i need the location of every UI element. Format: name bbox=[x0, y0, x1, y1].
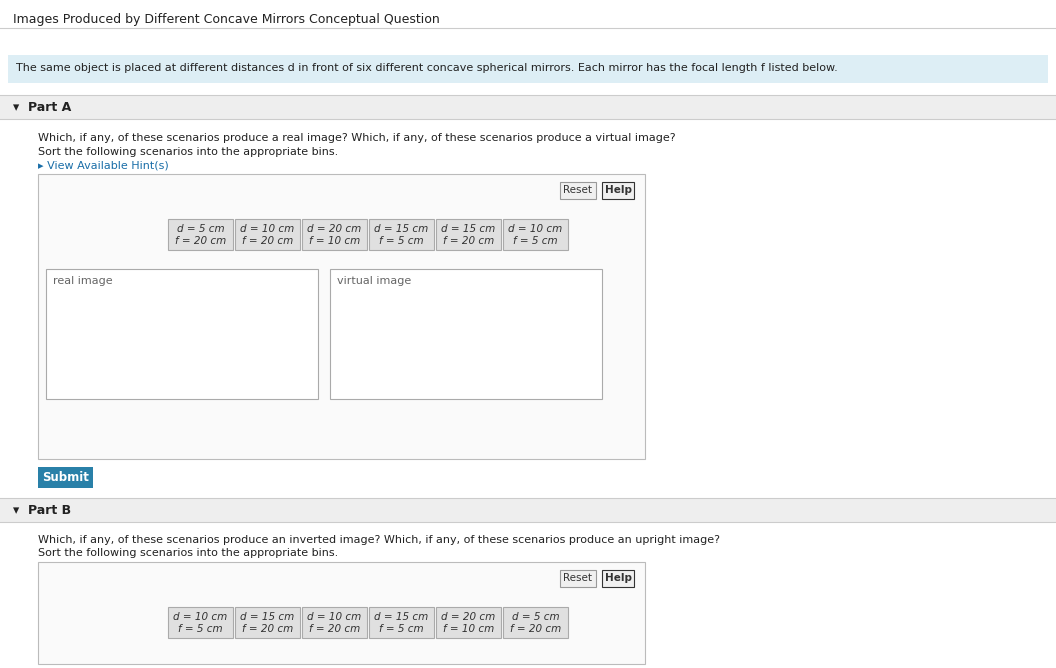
Text: f = 20 cm: f = 20 cm bbox=[442, 236, 494, 246]
Text: f = 20 cm: f = 20 cm bbox=[175, 236, 226, 246]
Text: Reset: Reset bbox=[564, 573, 592, 583]
Bar bbox=[38, 562, 645, 664]
Text: Submit: Submit bbox=[42, 471, 89, 484]
Text: Which, if any, of these scenarios produce an inverted image? Which, if any, of t: Which, if any, of these scenarios produc… bbox=[38, 535, 720, 545]
Text: d = 5 cm: d = 5 cm bbox=[512, 612, 560, 622]
Text: Which, if any, of these scenarios produce a real image? Which, if any, of these : Which, if any, of these scenarios produc… bbox=[38, 133, 676, 143]
Text: The same object is placed at different distances d in front of six different con: The same object is placed at different d… bbox=[16, 63, 837, 73]
Bar bbox=[602, 570, 634, 587]
Bar bbox=[235, 219, 300, 250]
Bar bbox=[8, 55, 1048, 83]
Bar bbox=[560, 570, 596, 587]
Text: Help: Help bbox=[604, 185, 631, 195]
Text: d = 15 cm: d = 15 cm bbox=[241, 612, 295, 622]
Bar bbox=[38, 174, 645, 459]
Bar bbox=[602, 182, 634, 199]
Bar bbox=[503, 607, 568, 638]
Bar bbox=[302, 607, 367, 638]
Text: d = 10 cm: d = 10 cm bbox=[241, 224, 295, 234]
Bar bbox=[168, 607, 233, 638]
Bar bbox=[503, 219, 568, 250]
Text: ▸ View Available Hint(s): ▸ View Available Hint(s) bbox=[38, 161, 169, 171]
Text: ▾  Part B: ▾ Part B bbox=[13, 504, 71, 517]
Bar bbox=[168, 219, 233, 250]
Text: f = 5 cm: f = 5 cm bbox=[379, 624, 423, 634]
Text: d = 15 cm: d = 15 cm bbox=[375, 612, 429, 622]
Bar bbox=[436, 219, 501, 250]
Text: f = 20 cm: f = 20 cm bbox=[510, 624, 561, 634]
Text: f = 5 cm: f = 5 cm bbox=[178, 624, 223, 634]
Text: Sort the following scenarios into the appropriate bins.: Sort the following scenarios into the ap… bbox=[38, 548, 338, 558]
Text: Images Produced by Different Concave Mirrors Conceptual Question: Images Produced by Different Concave Mir… bbox=[13, 13, 439, 26]
Text: f = 20 cm: f = 20 cm bbox=[242, 624, 294, 634]
Bar bbox=[560, 182, 596, 199]
Text: Help: Help bbox=[604, 573, 631, 583]
Bar bbox=[436, 607, 501, 638]
Text: Reset: Reset bbox=[564, 185, 592, 195]
Text: d = 15 cm: d = 15 cm bbox=[375, 224, 429, 234]
Text: d = 20 cm: d = 20 cm bbox=[307, 224, 361, 234]
Bar bbox=[369, 219, 434, 250]
Text: Sort the following scenarios into the appropriate bins.: Sort the following scenarios into the ap… bbox=[38, 147, 338, 157]
Text: d = 10 cm: d = 10 cm bbox=[508, 224, 563, 234]
Bar bbox=[302, 219, 367, 250]
Text: f = 20 cm: f = 20 cm bbox=[242, 236, 294, 246]
Bar bbox=[235, 607, 300, 638]
Text: d = 10 cm: d = 10 cm bbox=[173, 612, 228, 622]
Text: virtual image: virtual image bbox=[337, 276, 411, 286]
Bar bbox=[38, 467, 93, 488]
Text: f = 10 cm: f = 10 cm bbox=[442, 624, 494, 634]
Bar bbox=[329, 269, 602, 399]
Bar bbox=[0, 95, 1056, 119]
Text: f = 20 cm: f = 20 cm bbox=[308, 624, 360, 634]
Text: ▾  Part A: ▾ Part A bbox=[13, 101, 71, 114]
Text: f = 5 cm: f = 5 cm bbox=[379, 236, 423, 246]
Text: d = 15 cm: d = 15 cm bbox=[441, 224, 495, 234]
Text: d = 20 cm: d = 20 cm bbox=[441, 612, 495, 622]
Bar bbox=[369, 607, 434, 638]
Text: d = 5 cm: d = 5 cm bbox=[176, 224, 224, 234]
Text: f = 5 cm: f = 5 cm bbox=[513, 236, 558, 246]
Bar bbox=[46, 269, 318, 399]
Text: f = 10 cm: f = 10 cm bbox=[308, 236, 360, 246]
Bar bbox=[0, 498, 1056, 522]
Text: real image: real image bbox=[53, 276, 113, 286]
Text: d = 10 cm: d = 10 cm bbox=[307, 612, 361, 622]
